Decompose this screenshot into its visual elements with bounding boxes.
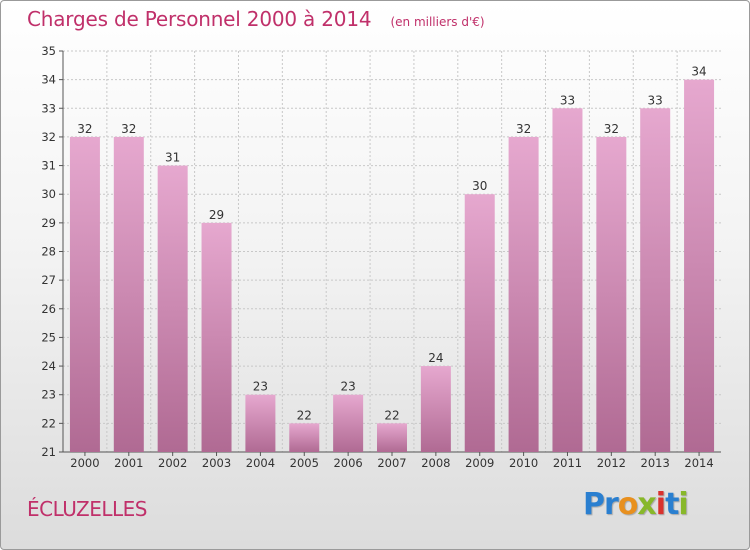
logo-letter: x <box>637 487 656 522</box>
bar-2009 <box>464 194 495 452</box>
y-tick-label: 35 <box>41 44 56 58</box>
bar-2011 <box>552 108 583 453</box>
bar-2007 <box>377 423 407 452</box>
bars <box>69 79 715 453</box>
logo-letter: i <box>678 487 688 522</box>
y-tick-label: 24 <box>41 359 56 373</box>
y-tick-label: 28 <box>41 245 56 259</box>
x-tick-label-2000: 2000 <box>70 456 99 470</box>
logo-letter: P <box>583 487 605 522</box>
x-tick-label-2007: 2007 <box>377 456 406 470</box>
logo-letter: o <box>617 487 639 522</box>
y-tick-label: 22 <box>41 416 56 430</box>
data-label-2013: 33 <box>648 93 663 107</box>
y-tick-label: 34 <box>41 73 56 87</box>
bar-2002 <box>157 165 188 453</box>
data-label-2008: 24 <box>428 351 443 365</box>
bar-2005 <box>289 423 320 452</box>
x-tick-label-2006: 2006 <box>333 456 362 470</box>
chart-title: Charges de Personnel 2000 à 2014 <box>27 7 372 31</box>
x-tick-label-2002: 2002 <box>158 456 187 470</box>
bar-2008 <box>420 366 451 452</box>
data-label-2009: 30 <box>472 179 487 193</box>
x-tick-label-2011: 2011 <box>553 456 582 470</box>
y-tick-label: 30 <box>41 187 56 201</box>
logo-letter: r <box>604 487 619 522</box>
labels: 21 22 23 24 25 26 27 28 29 30 31 32 33 34 35 32 2000 32 20… <box>41 44 713 470</box>
y-tick-label: 25 <box>41 330 56 344</box>
bar-2012 <box>596 136 627 452</box>
y-tick-label: 32 <box>41 130 56 144</box>
logo-letter: t <box>665 487 679 522</box>
data-label-2001: 32 <box>121 122 136 136</box>
data-label-2012: 32 <box>604 122 619 136</box>
town-name: ÉCLUZELLES <box>27 497 148 521</box>
data-label-2002: 31 <box>165 151 180 165</box>
x-tick-label-2004: 2004 <box>246 456 275 470</box>
x-tick-label-2009: 2009 <box>465 456 494 470</box>
x-tick-label-2001: 2001 <box>114 456 143 470</box>
x-tick-label-2012: 2012 <box>597 456 626 470</box>
x-tick-label-2014: 2014 <box>684 456 713 470</box>
chart-unit: (en milliers d'€) <box>390 15 485 29</box>
data-label-2004: 23 <box>253 380 268 394</box>
y-tick-label: 27 <box>41 273 56 287</box>
data-label-2010: 32 <box>516 122 531 136</box>
y-tick-label: 31 <box>41 159 56 173</box>
bar-2001 <box>113 136 144 452</box>
x-tick-label-2008: 2008 <box>421 456 450 470</box>
data-label-2005: 22 <box>297 408 312 422</box>
bar-2014 <box>684 79 715 453</box>
y-tick-label: 33 <box>41 101 56 115</box>
logo-letter: i <box>655 487 666 522</box>
x-tick-label-2003: 2003 <box>202 456 231 470</box>
data-label-2000: 32 <box>77 122 92 136</box>
y-tick-label: 26 <box>41 302 56 316</box>
bar-2003 <box>201 222 232 452</box>
chart-title-block: Charges de Personnel 2000 à 2014 (en mil… <box>27 7 485 31</box>
x-tick-label-2010: 2010 <box>509 456 538 470</box>
data-label-2006: 23 <box>340 380 355 394</box>
x-tick-label-2005: 2005 <box>290 456 319 470</box>
x-tick-label-2013: 2013 <box>641 456 670 470</box>
data-label-2014: 34 <box>691 65 706 79</box>
bar-2000 <box>69 136 100 452</box>
proxiti-logo: Proxiti <box>583 487 689 522</box>
y-tick-label: 23 <box>41 388 56 402</box>
data-label-2003: 29 <box>209 208 224 222</box>
y-tick-label: 21 <box>41 445 56 459</box>
y-tick-label: 29 <box>41 216 56 230</box>
data-label-2007: 22 <box>384 408 399 422</box>
bar-2004 <box>245 394 276 452</box>
data-label-2011: 33 <box>560 93 575 107</box>
bar-2006 <box>333 394 364 452</box>
bar-2010 <box>508 136 539 452</box>
bar-2013 <box>640 108 671 453</box>
